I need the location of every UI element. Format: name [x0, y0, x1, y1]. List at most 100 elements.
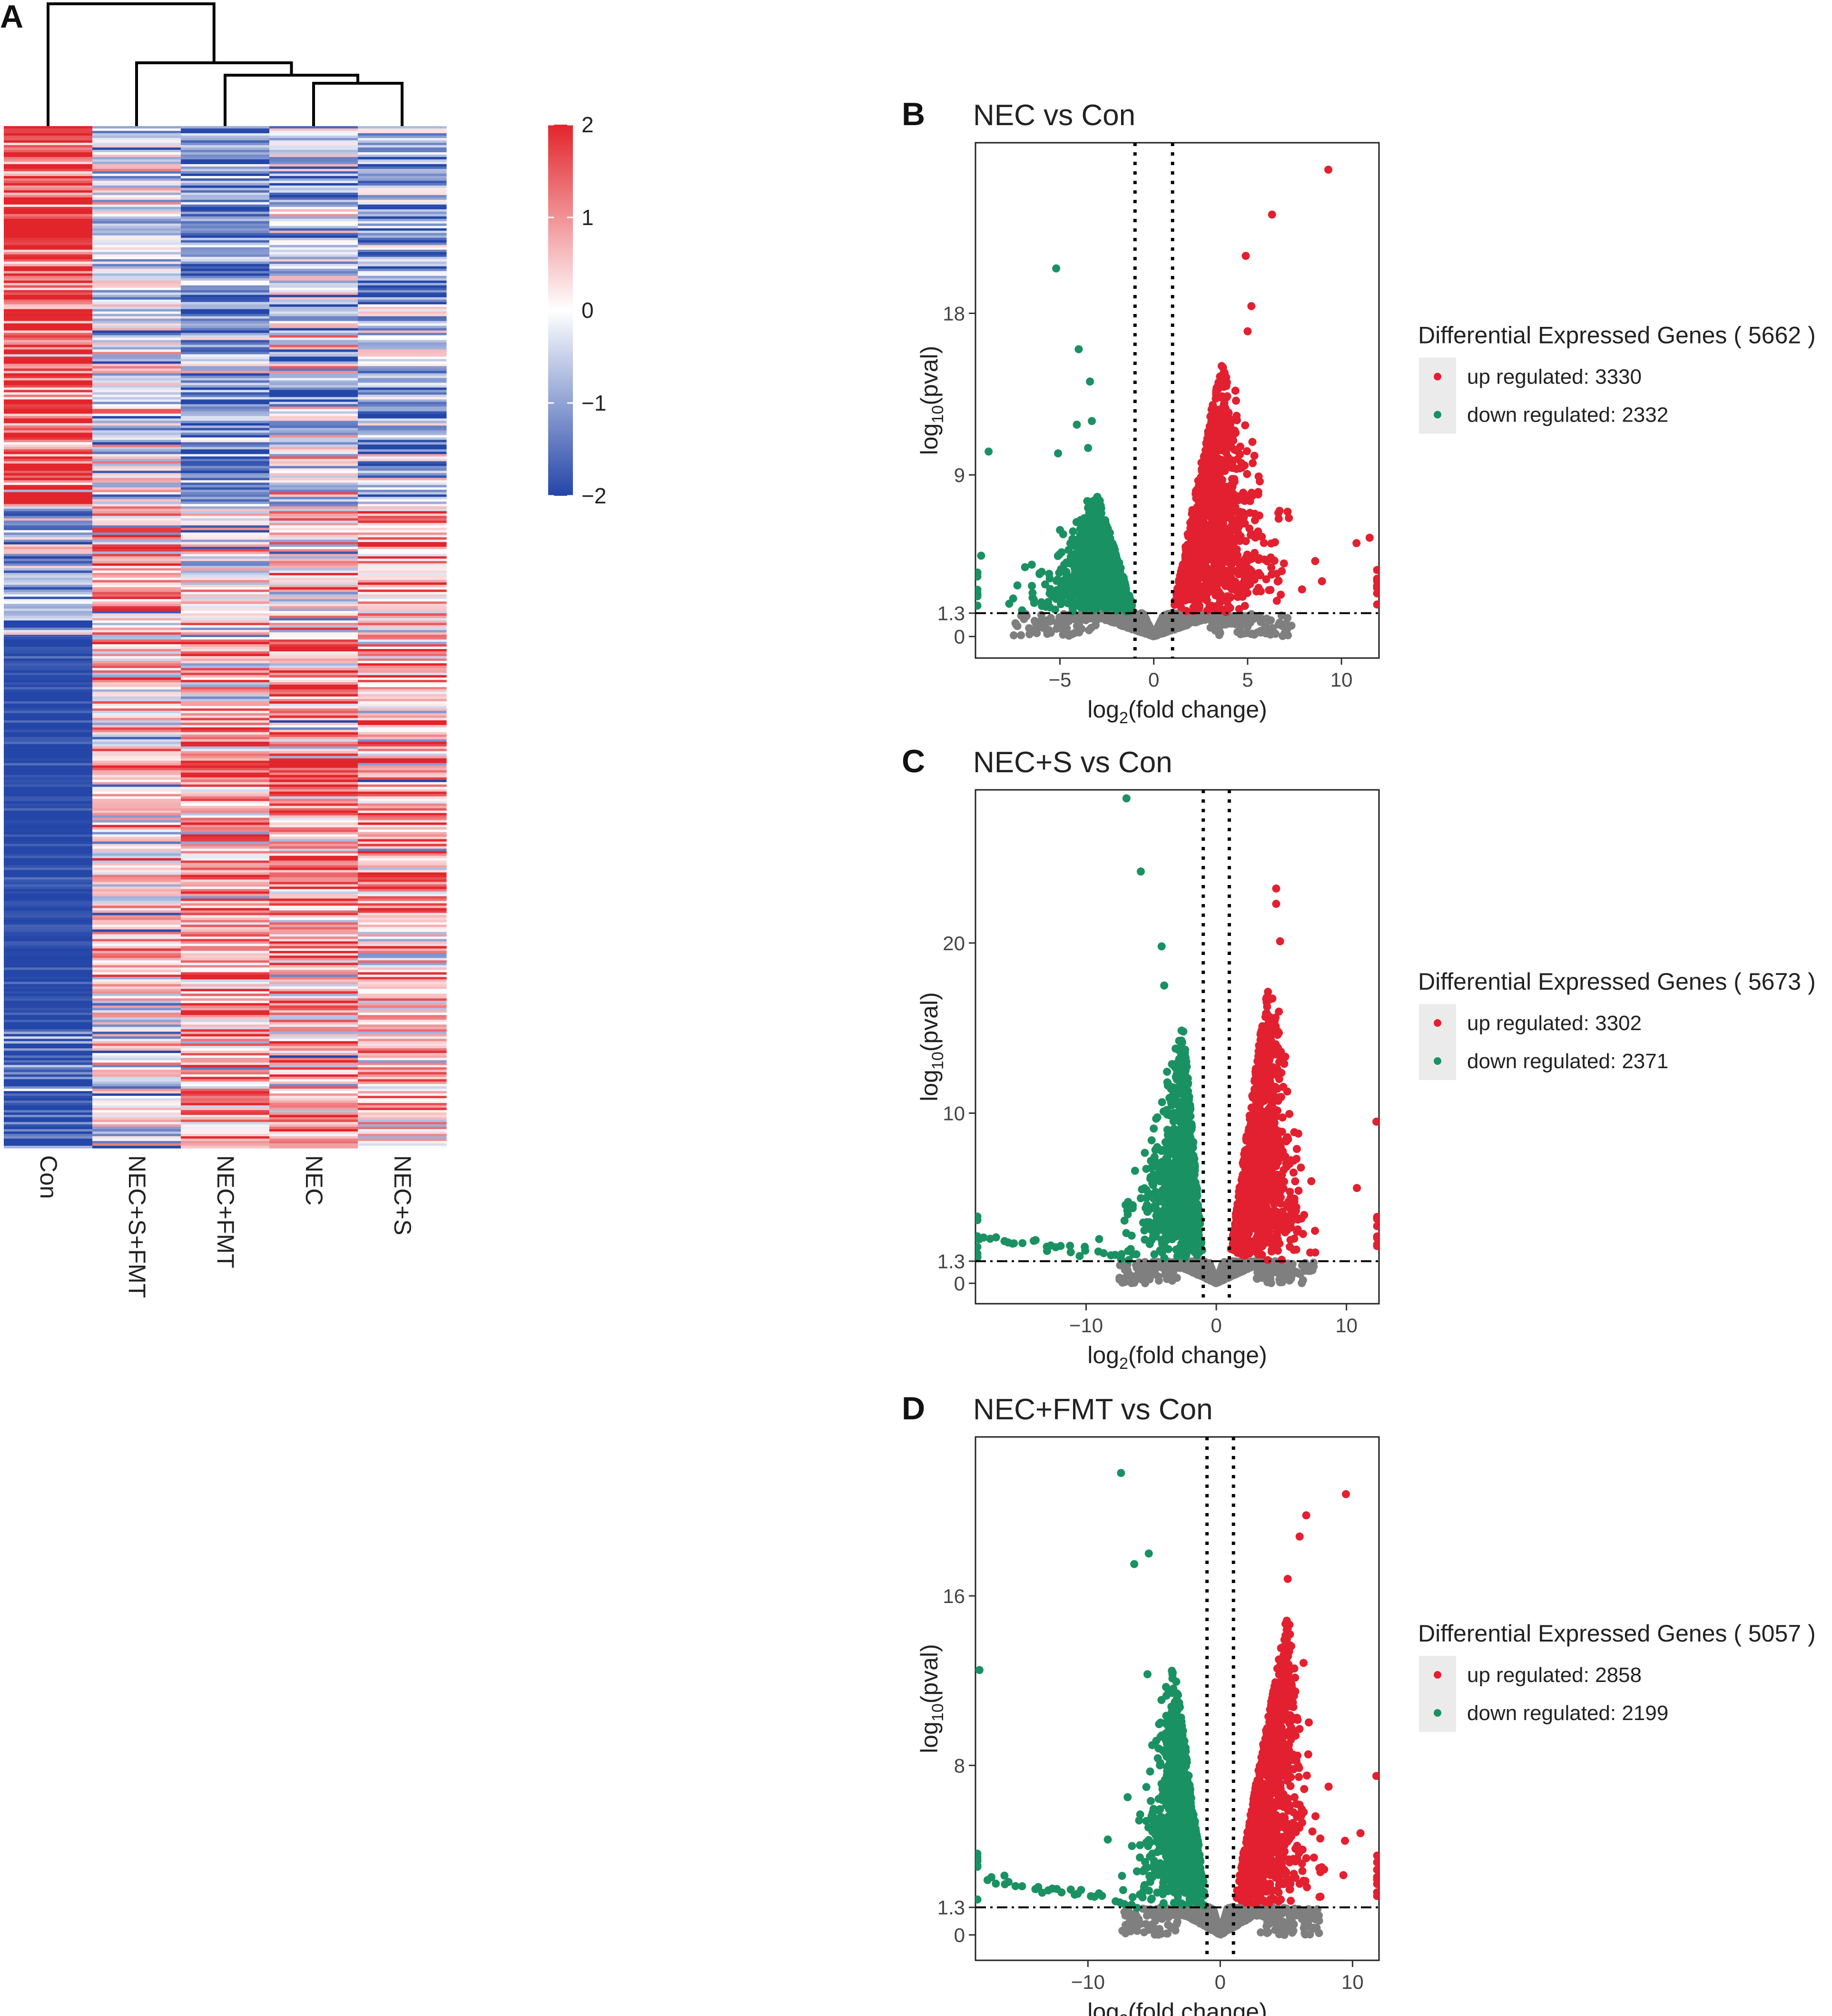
heatmap-cell: [4, 570, 93, 573]
heatmap-cell: [92, 856, 181, 859]
heatmap-cell: [4, 556, 93, 559]
heatmap-cell: [4, 1060, 93, 1063]
point-up: [1203, 589, 1211, 597]
heatmap-cell: [181, 698, 270, 702]
heatmap-cell: [181, 570, 270, 573]
heatmap-cell: [92, 454, 181, 457]
point-up: [1191, 600, 1200, 608]
heatmap-cell: [4, 149, 93, 153]
heatmap-cell: [92, 972, 181, 975]
heatmap-cell: [92, 1079, 181, 1082]
heatmap-cell: [181, 1046, 270, 1049]
heatmap-cell: [269, 879, 358, 883]
heatmap-cell: [181, 827, 270, 830]
heatmap-cell: [4, 582, 93, 585]
heatmap-cell: [92, 135, 181, 138]
heatmap-cell: [181, 756, 270, 759]
heatmap-cell: [4, 1010, 93, 1013]
heatmap-cell: [4, 1136, 93, 1139]
heatmap-cell: [358, 504, 447, 507]
heatmap-cell: [181, 128, 270, 131]
heatmap-cell: [181, 1129, 270, 1132]
heatmap-cell: [4, 325, 93, 329]
heatmap-cell: [269, 278, 358, 281]
heatmap-cell: [358, 1072, 447, 1075]
heatmap-cell: [4, 578, 93, 580]
point-up: [1204, 565, 1213, 574]
heatmap-cell: [4, 328, 93, 331]
heatmap-cell: [358, 1134, 447, 1137]
heatmap-cell: [269, 214, 358, 217]
heatmap-cell: [181, 958, 270, 961]
heatmap-cell: [4, 318, 93, 322]
heatmap-cell: [181, 1091, 270, 1094]
heatmap-cell: [358, 713, 447, 716]
heatmap-cell: [181, 1034, 270, 1037]
heatmap-cell: [4, 1053, 93, 1056]
heatmap-cell: [4, 972, 93, 975]
heatmap-cell: [4, 677, 93, 680]
point-up: [1211, 501, 1220, 510]
heatmap-cell: [92, 530, 181, 533]
heatmap-cell: [4, 1027, 93, 1030]
point-up: [1235, 560, 1244, 568]
heatmap-cell: [269, 682, 358, 685]
heatmap-cell: [92, 691, 181, 695]
heatmap-cell: [269, 820, 358, 823]
heatmap-cell: [4, 882, 93, 885]
heatmap-cell: [4, 333, 93, 336]
heatmap-cell: [181, 271, 270, 274]
heatmap-cell: [269, 813, 358, 816]
heatmap-cell: [358, 710, 447, 714]
heatmap-cell: [269, 161, 358, 165]
heatmap-cell: [92, 941, 181, 944]
point-up: [1221, 549, 1229, 557]
heatmap-cell: [4, 416, 93, 419]
heatmap-cell: [92, 891, 181, 895]
heatmap-cell: [4, 418, 93, 422]
heatmap-cell: [269, 256, 358, 260]
heatmap-cell: [4, 428, 93, 431]
heatmap-cell: [4, 1077, 93, 1080]
heatmap-cell: [358, 411, 447, 414]
heatmap-cell: [358, 525, 447, 528]
heatmap-cell: [269, 677, 358, 680]
heatmap-cell: [4, 314, 93, 317]
heatmap-cell: [92, 578, 181, 580]
heatmap-cell: [181, 147, 270, 150]
point-up: [1211, 569, 1220, 577]
heatmap-cell: [269, 442, 358, 445]
heatmap-cell: [181, 383, 270, 386]
heatmap-cell: [269, 551, 358, 554]
heatmap-cell: [358, 399, 447, 403]
heatmap-cell: [92, 525, 181, 528]
heatmap-cell: [358, 822, 447, 826]
heatmap-cell: [269, 944, 358, 946]
heatmap-cell: [269, 791, 358, 795]
heatmap-cell: [181, 1079, 270, 1082]
heatmap-cell: [92, 199, 181, 203]
heatmap-cell: [358, 1010, 447, 1013]
heatmap-cell: [92, 561, 181, 564]
point-up: [1240, 511, 1249, 519]
heatmap-cell: [181, 1020, 270, 1023]
heatmap-cell: [181, 195, 270, 198]
heatmap-cell: [358, 691, 447, 695]
heatmap-cell: [358, 561, 447, 564]
heatmap-cell: [269, 841, 358, 845]
heatmap-cell: [358, 772, 447, 776]
heatmap-cell: [92, 789, 181, 792]
heatmap-cell: [358, 587, 447, 590]
point-ns: [1091, 621, 1100, 629]
heatmap-cell: [358, 154, 447, 157]
heatmap-cell: [181, 394, 270, 398]
heatmap-cell: [4, 535, 93, 538]
heatmap-cell: [4, 178, 93, 181]
heatmap-cell: [358, 309, 447, 312]
heatmap-cell: [358, 506, 447, 509]
point-ns: [1131, 614, 1139, 622]
heatmap-cell: [4, 183, 93, 186]
heatmap-cell: [358, 782, 447, 785]
heatmap-cell: [181, 266, 270, 269]
heatmap-cell: [92, 228, 181, 231]
